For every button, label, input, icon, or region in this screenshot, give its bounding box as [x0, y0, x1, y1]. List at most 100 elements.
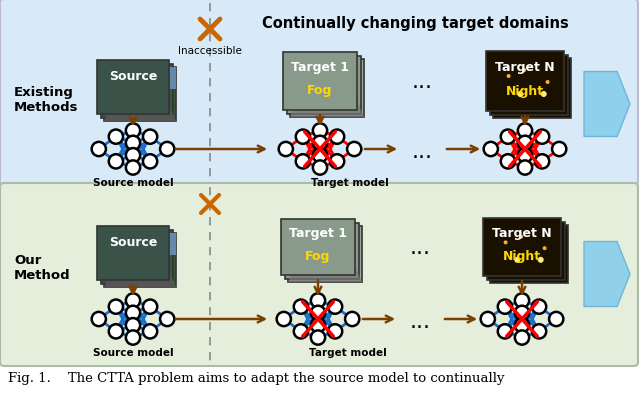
Circle shape — [109, 300, 123, 314]
Circle shape — [294, 300, 308, 314]
Polygon shape — [584, 72, 630, 137]
Circle shape — [109, 155, 123, 169]
Polygon shape — [584, 242, 630, 307]
Circle shape — [500, 130, 515, 144]
Circle shape — [532, 324, 546, 338]
Text: Target 1: Target 1 — [289, 227, 347, 240]
Circle shape — [126, 149, 140, 163]
Circle shape — [549, 312, 563, 326]
Circle shape — [484, 142, 498, 157]
Circle shape — [143, 155, 157, 169]
Text: Fog: Fog — [307, 84, 333, 97]
FancyBboxPatch shape — [104, 68, 176, 122]
Circle shape — [518, 124, 532, 138]
Circle shape — [515, 257, 520, 263]
Polygon shape — [290, 92, 364, 118]
Circle shape — [92, 312, 106, 326]
Circle shape — [504, 241, 508, 245]
Circle shape — [126, 161, 140, 175]
FancyBboxPatch shape — [0, 0, 638, 186]
Circle shape — [311, 330, 325, 345]
Circle shape — [109, 130, 123, 144]
Text: Existing
Methods: Existing Methods — [14, 86, 79, 114]
Circle shape — [535, 155, 549, 169]
Circle shape — [313, 149, 327, 163]
Text: Target 1: Target 1 — [291, 61, 349, 74]
FancyBboxPatch shape — [281, 219, 355, 275]
FancyBboxPatch shape — [283, 53, 357, 111]
Text: Our
Method: Our Method — [14, 253, 70, 281]
Circle shape — [109, 324, 123, 338]
Circle shape — [126, 136, 140, 150]
Circle shape — [518, 136, 532, 150]
Circle shape — [126, 294, 140, 308]
Text: Target model: Target model — [311, 178, 389, 188]
Text: ...: ... — [410, 311, 431, 331]
Circle shape — [313, 161, 327, 175]
Text: Fog: Fog — [305, 249, 331, 262]
Circle shape — [500, 155, 515, 169]
Text: Source: Source — [109, 69, 157, 83]
Text: Continually changing target domains: Continually changing target domains — [262, 16, 568, 31]
FancyBboxPatch shape — [490, 55, 568, 115]
Circle shape — [296, 155, 310, 169]
Text: ...: ... — [412, 72, 433, 92]
Circle shape — [311, 294, 325, 308]
Circle shape — [330, 130, 344, 144]
Circle shape — [481, 312, 495, 326]
Circle shape — [313, 124, 327, 138]
Circle shape — [311, 306, 325, 320]
FancyBboxPatch shape — [100, 64, 173, 118]
Text: Source model: Source model — [93, 178, 173, 188]
Circle shape — [278, 142, 293, 157]
Circle shape — [498, 324, 512, 338]
Text: Night: Night — [503, 249, 541, 263]
Circle shape — [160, 142, 174, 157]
Circle shape — [543, 247, 547, 251]
FancyBboxPatch shape — [100, 230, 173, 284]
Circle shape — [143, 324, 157, 338]
Circle shape — [532, 300, 546, 314]
Circle shape — [515, 318, 529, 332]
FancyBboxPatch shape — [104, 233, 176, 255]
FancyBboxPatch shape — [493, 59, 571, 119]
Circle shape — [515, 306, 529, 320]
Circle shape — [507, 75, 511, 79]
Circle shape — [328, 324, 342, 338]
Circle shape — [294, 324, 308, 338]
Text: Source model: Source model — [93, 347, 173, 357]
FancyBboxPatch shape — [287, 57, 360, 114]
FancyBboxPatch shape — [0, 184, 638, 366]
Circle shape — [541, 92, 547, 98]
Circle shape — [347, 142, 362, 157]
Circle shape — [126, 330, 140, 345]
FancyBboxPatch shape — [290, 60, 364, 118]
Circle shape — [517, 92, 524, 98]
Text: Source: Source — [109, 235, 157, 248]
Circle shape — [126, 124, 140, 138]
Circle shape — [330, 155, 344, 169]
Circle shape — [296, 130, 310, 144]
Circle shape — [538, 257, 544, 263]
FancyBboxPatch shape — [486, 222, 564, 280]
Text: Inaccessible: Inaccessible — [178, 46, 242, 56]
FancyBboxPatch shape — [97, 61, 169, 115]
Text: Target model: Target model — [309, 347, 387, 357]
Circle shape — [515, 330, 529, 345]
Circle shape — [498, 300, 512, 314]
Text: ...: ... — [412, 142, 433, 162]
Circle shape — [545, 81, 550, 85]
Circle shape — [92, 142, 106, 157]
Circle shape — [552, 142, 566, 157]
Circle shape — [518, 161, 532, 175]
Circle shape — [143, 130, 157, 144]
Circle shape — [519, 235, 524, 239]
FancyBboxPatch shape — [285, 223, 358, 279]
Text: Target N: Target N — [495, 60, 555, 73]
Text: ...: ... — [410, 237, 431, 257]
Circle shape — [143, 300, 157, 314]
FancyBboxPatch shape — [97, 227, 169, 280]
Circle shape — [535, 130, 549, 144]
Circle shape — [160, 312, 174, 326]
Circle shape — [276, 312, 291, 326]
